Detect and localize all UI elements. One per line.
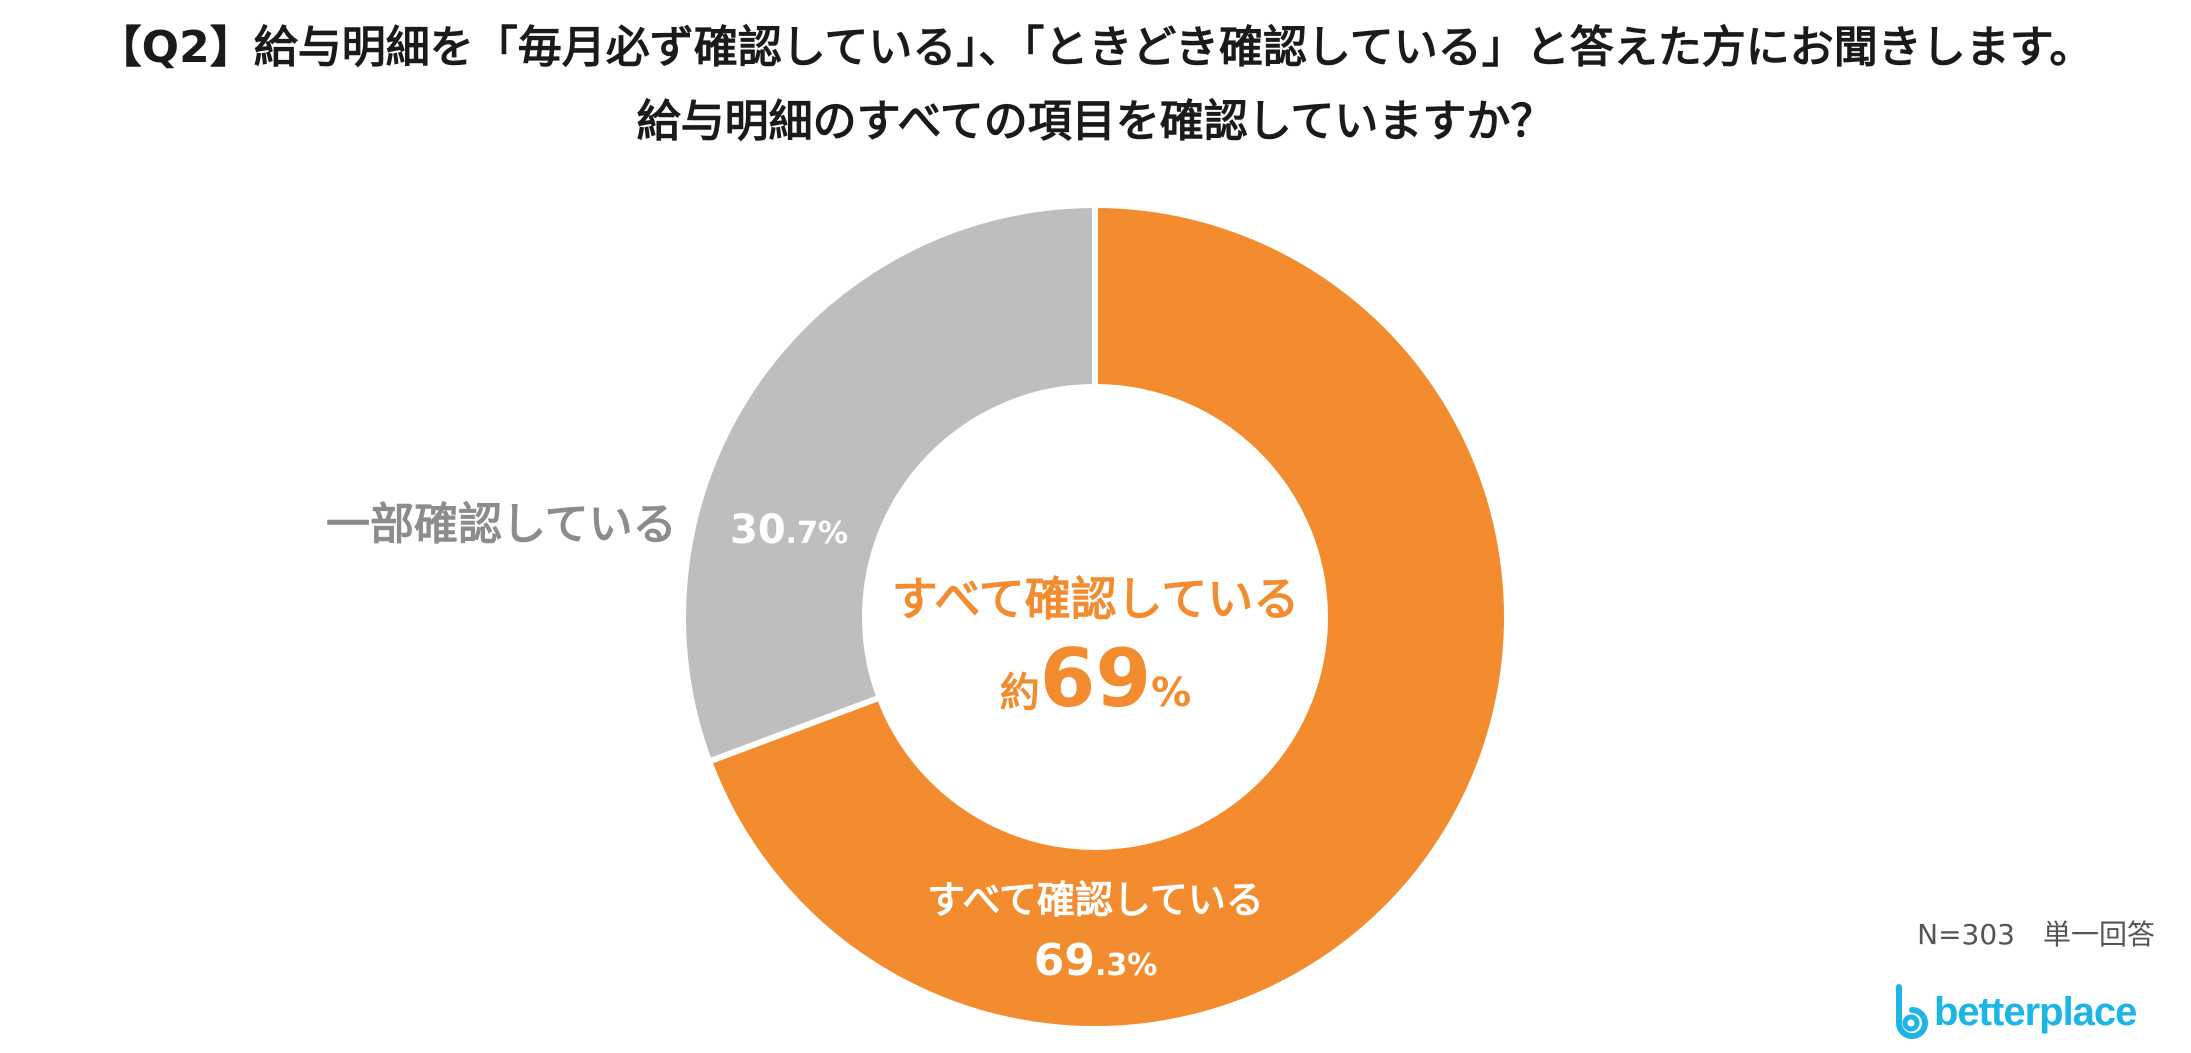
logo-text: betterplace bbox=[1934, 989, 2137, 1034]
center-unit: % bbox=[1151, 670, 1192, 716]
center-prefix: 約 bbox=[999, 670, 1040, 716]
betterplace-logo: betterplace bbox=[1890, 982, 2137, 1042]
center-label-value: 約69% bbox=[0, 636, 2191, 736]
chart-title-line1: 【Q2】給与明細を「毎月必ず確認している」、「ときどき確認している」と答えた方に… bbox=[97, 22, 2094, 73]
donut-slice-partial bbox=[680, 201, 1098, 766]
outside-label-partial: 一部確認している bbox=[326, 499, 677, 550]
slice-value-all-dec: .3% bbox=[1094, 948, 1158, 983]
footnote: N=303 単一回答 bbox=[1917, 918, 2155, 951]
donut-slice-all bbox=[705, 201, 1510, 1032]
center-label-text: すべて確認している bbox=[891, 572, 1300, 626]
center-value: 69 bbox=[1039, 632, 1152, 725]
slice-value-all-int: 69 bbox=[1033, 935, 1095, 986]
slice-label-all-name: すべて確認している bbox=[927, 878, 1264, 922]
chart-title-line2: 給与明細のすべての項目を確認していますか？ bbox=[636, 96, 1555, 147]
slice-value-partial-int: 30 bbox=[730, 507, 786, 553]
logo-mark-icon bbox=[1896, 984, 1928, 1039]
slice-value-partial-dec: .7% bbox=[785, 516, 849, 551]
slice-label-partial: 30.7% bbox=[730, 505, 848, 559]
slice-label-all-value: 69.3% bbox=[0, 934, 2191, 993]
